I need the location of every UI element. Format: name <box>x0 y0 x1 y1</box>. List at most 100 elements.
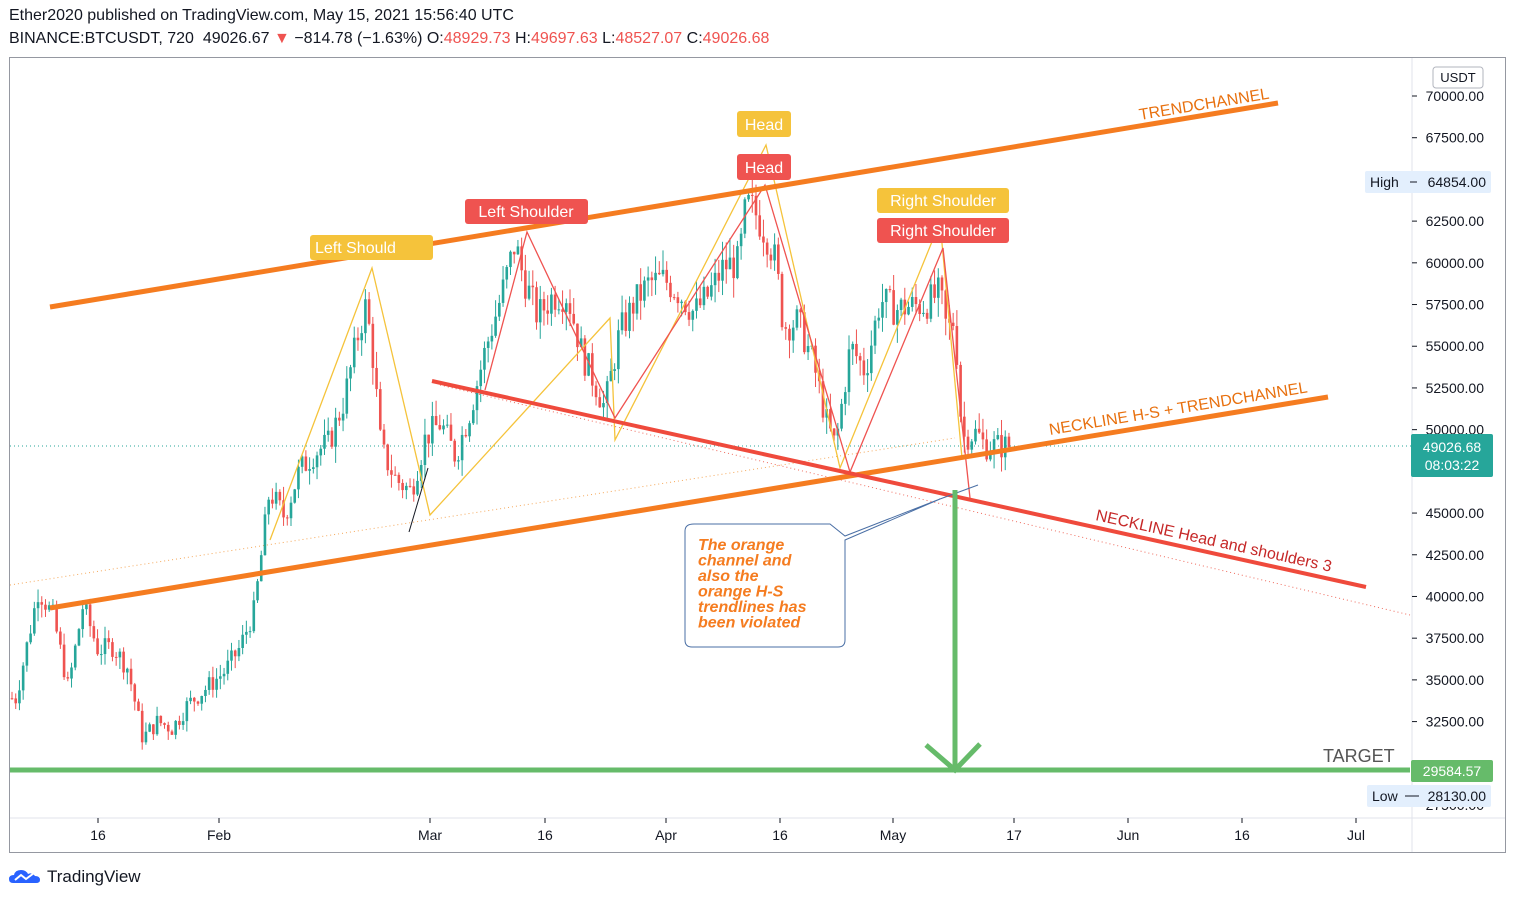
violation-note: The orange channel and also the orange H-S t… <box>684 498 941 648</box>
candle-body <box>457 460 460 462</box>
x-tick-label: May <box>880 827 906 843</box>
last-price: 49026.67 <box>202 30 270 47</box>
candle-body <box>300 456 304 467</box>
candle-body <box>765 242 769 255</box>
candle-body <box>163 723 166 725</box>
candle-body <box>114 656 118 658</box>
candle-body <box>907 306 910 315</box>
candle-body <box>375 367 378 390</box>
candle-body <box>47 605 51 610</box>
candle-body <box>427 434 430 444</box>
close-label: C: <box>686 30 703 47</box>
y-tick-label: 40000.00 <box>1426 588 1485 604</box>
symbol-name[interactable]: BINANCE:BTCUSDT, 720 <box>9 30 194 47</box>
candle-body <box>613 369 616 371</box>
candle-body <box>944 290 948 319</box>
candle-body <box>564 303 568 312</box>
candle-body <box>367 299 371 324</box>
candle-body <box>843 392 847 404</box>
candle-body <box>527 285 531 299</box>
candle-body <box>159 715 163 724</box>
candle-body <box>464 434 468 437</box>
candle-body <box>996 435 1000 440</box>
candle-body <box>918 304 921 315</box>
candle-body <box>896 310 899 325</box>
red-neckline-line <box>431 379 1367 589</box>
chart-frame[interactable] <box>9 57 1506 853</box>
candle-body <box>568 303 572 314</box>
right-shoulder-yellow-text: Right Shoulder <box>890 193 997 210</box>
y-tick-label: 62500.00 <box>1426 213 1485 229</box>
candle-body <box>185 701 189 722</box>
down-arrow-icon: ▼ <box>274 30 290 47</box>
candle-body <box>44 604 47 610</box>
candle-body <box>393 474 397 476</box>
candle-body <box>211 677 215 690</box>
candle-body <box>475 386 479 411</box>
candle-body <box>471 410 475 424</box>
candle-body <box>617 330 620 370</box>
tradingview-logo[interactable]: TradingView <box>9 867 141 887</box>
candle-body <box>405 485 408 491</box>
candle-body <box>152 724 155 735</box>
candle-body <box>382 429 386 445</box>
low-tag-value: 28130.00 <box>1428 788 1487 804</box>
candle-body <box>59 631 62 645</box>
candle-body <box>360 333 363 341</box>
note-pointer <box>939 484 979 500</box>
candle-body <box>855 343 858 357</box>
candle-body <box>96 638 99 655</box>
candle-body <box>936 277 940 298</box>
label-left-shoulder-red: Left Shoulder <box>465 199 588 224</box>
candle-body <box>99 654 103 656</box>
candle-body <box>981 432 985 440</box>
candle-body <box>107 638 111 643</box>
low-tag-label: Low <box>1372 788 1399 804</box>
candle-body <box>620 312 624 331</box>
black-trend-tick <box>408 467 429 533</box>
price-axis: 70000.00 67500.00 62500.00 60000.00 57500.00… <box>1412 88 1484 813</box>
candle-body <box>133 684 137 702</box>
y-tick-label: 50000.00 <box>1426 422 1485 438</box>
red-neckline-label: NECKLINE Head and shoulders 3 <box>1094 507 1333 575</box>
candle-body <box>977 428 981 433</box>
candle-body <box>561 309 564 312</box>
candle-body <box>951 322 955 327</box>
candle-body <box>111 642 114 657</box>
candle-body <box>297 466 300 490</box>
candle-body <box>505 267 509 280</box>
candle-body <box>233 650 237 657</box>
candle-body <box>14 698 18 704</box>
x-tick-label: Apr <box>655 827 677 843</box>
candle-body <box>873 320 877 346</box>
candle-body <box>248 631 252 633</box>
candle-body <box>181 721 185 725</box>
candle-body <box>635 284 639 314</box>
label-left-shoulder-yellow: Left Should <box>310 235 433 260</box>
candle-body <box>386 444 390 471</box>
left-shoulder-red-text: Left Shoulder <box>478 204 574 221</box>
open-label: O: <box>426 30 444 47</box>
candle-body <box>166 724 170 732</box>
candle-body <box>732 257 735 279</box>
note-line: also the <box>698 568 759 585</box>
candle-body <box>10 698 14 700</box>
x-tick-label: Feb <box>207 827 231 843</box>
candle-body <box>431 416 434 444</box>
candle-body <box>840 403 843 429</box>
candle-body <box>974 428 977 442</box>
candle-body <box>192 697 196 702</box>
candle-body <box>274 491 278 504</box>
candle-body <box>85 604 88 610</box>
high-tag-value: 64854.00 <box>1428 174 1487 190</box>
candle-body <box>516 246 520 255</box>
candle-body <box>285 517 289 519</box>
candle-body <box>832 428 836 436</box>
candle-body <box>230 650 233 661</box>
label-head-yellow: Head <box>737 111 791 137</box>
candle-body <box>21 665 25 691</box>
candle-body <box>419 464 423 481</box>
candle-body <box>728 257 732 270</box>
candle-body <box>892 290 895 325</box>
